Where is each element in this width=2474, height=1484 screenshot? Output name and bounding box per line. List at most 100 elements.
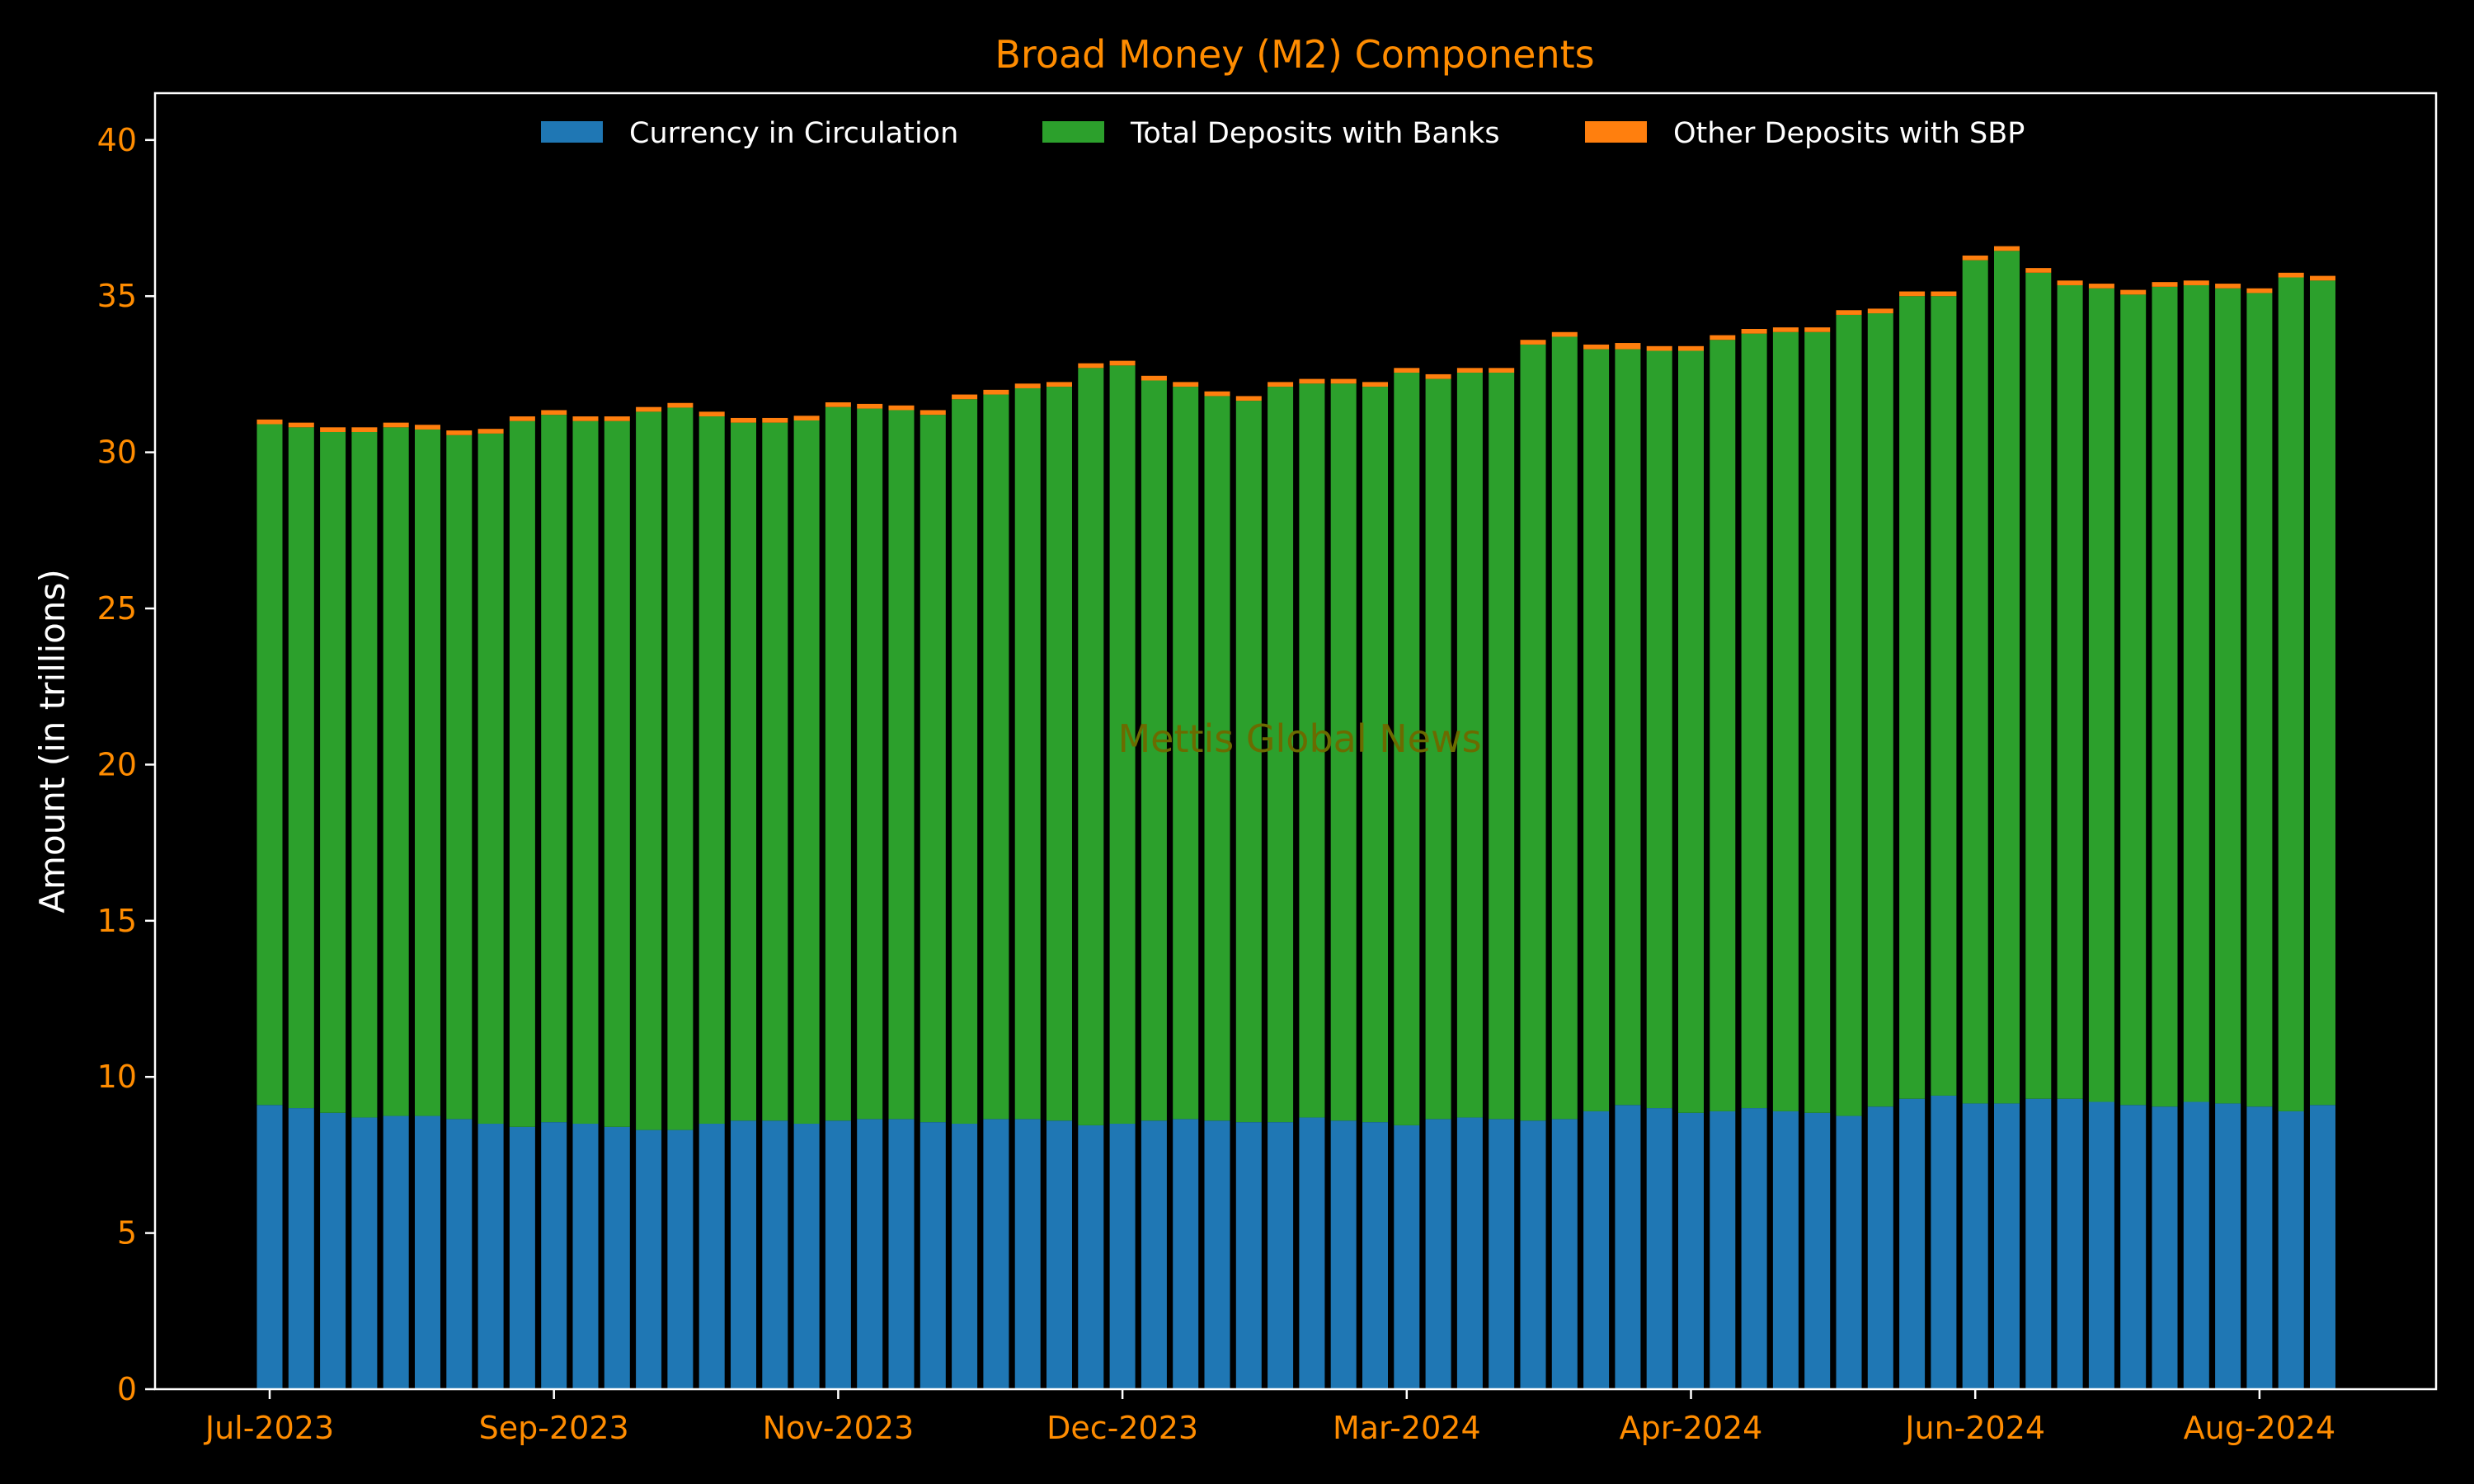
x-tick-label-54: Jun-2024: [1903, 1410, 2045, 1446]
bar-segment-s1-16: [762, 422, 788, 1121]
bar-segment-s1-57: [2057, 284, 2083, 1099]
bar-segment-s2-63: [2246, 288, 2273, 294]
bar-segment-s0-50: [1836, 1115, 1862, 1389]
bar-segment-s2-14: [698, 411, 725, 417]
bar-segment-s0-22: [952, 1124, 978, 1389]
bar-segment-s0-45: [1678, 1112, 1704, 1389]
bar-segment-s2-4: [383, 422, 409, 428]
bar-segment-s1-39: [1489, 373, 1515, 1120]
bar-segment-s2-57: [2057, 280, 2083, 285]
bar-segment-s1-9: [541, 415, 567, 1123]
bar-segment-s2-53: [1931, 291, 1957, 297]
bar-segment-s0-28: [1141, 1120, 1167, 1389]
bar-segment-s1-35: [1362, 387, 1388, 1123]
y-tick-label-0: 0: [117, 1371, 137, 1407]
x-tick-label-63: Aug-2024: [2184, 1410, 2336, 1446]
bar-segment-s2-1: [288, 422, 314, 428]
bar-segment-s1-53: [1931, 296, 1957, 1096]
bar-segment-s2-26: [1078, 363, 1104, 369]
bar-segment-s2-58: [2088, 284, 2114, 289]
bar-segment-s2-31: [1235, 396, 1262, 402]
bar-segment-s1-0: [256, 424, 283, 1106]
bar-segment-s2-48: [1772, 327, 1799, 332]
bar-segment-s0-9: [541, 1122, 567, 1389]
bar-segment-s2-33: [1299, 378, 1325, 384]
bar-segment-s0-20: [888, 1119, 915, 1389]
bar-segment-s2-36: [1394, 368, 1420, 373]
legend: Currency in Circulation Total Deposits wi…: [541, 117, 2025, 150]
bar-segment-s2-37: [1425, 373, 1451, 379]
y-tick-label-10: 10: [97, 1059, 137, 1095]
bar-segment-s2-25: [1047, 382, 1072, 387]
bar-segment-s1-15: [731, 422, 756, 1121]
bar-segment-s2-17: [793, 416, 820, 420]
bar-segment-s0-40: [1520, 1120, 1546, 1389]
bar-segment-s1-47: [1741, 333, 1767, 1109]
bar-segment-s2-7: [477, 429, 504, 434]
bar-segment-s1-62: [2215, 288, 2241, 1104]
bar-segment-s0-32: [1268, 1122, 1294, 1389]
bar-segment-s0-3: [351, 1117, 378, 1389]
bar-stacks: [256, 246, 2335, 1389]
bar-segment-s0-12: [636, 1129, 662, 1389]
bar-segment-s1-56: [2025, 272, 2052, 1099]
bar-segment-s1-58: [2088, 288, 2114, 1102]
bar-segment-s1-64: [2278, 277, 2304, 1111]
bar-segment-s2-64: [2278, 272, 2304, 278]
bar-segment-s1-46: [1710, 340, 1736, 1111]
x-tick-label-9: Sep-2023: [479, 1410, 629, 1446]
legend-label-0: Currency in Circulation: [629, 117, 958, 150]
bar-segment-s1-37: [1425, 378, 1451, 1120]
bar-segment-s0-37: [1425, 1119, 1451, 1389]
bar-segment-s2-3: [351, 427, 378, 432]
y-tick-label-30: 30: [97, 434, 137, 471]
bar-segment-s0-62: [2215, 1103, 2241, 1389]
bar-segment-s2-15: [731, 417, 756, 423]
bar-segment-s0-15: [731, 1120, 756, 1389]
bar-segment-s2-62: [2215, 284, 2241, 289]
bar-segment-s2-61: [2183, 280, 2209, 285]
bar-segment-s0-39: [1489, 1119, 1515, 1389]
legend-label-1: Total Deposits with Banks: [1130, 117, 1500, 150]
bar-segment-s1-22: [952, 399, 978, 1125]
bar-segment-s0-57: [2057, 1098, 2083, 1389]
bar-segment-s1-25: [1047, 387, 1072, 1121]
bar-segment-s1-21: [920, 415, 946, 1123]
legend-swatch-1: [1042, 121, 1104, 143]
bar-segment-s2-65: [2310, 275, 2335, 281]
bar-segment-s2-35: [1362, 382, 1388, 387]
bar-segment-s0-54: [1962, 1103, 1988, 1389]
x-tick-label-27: Dec-2023: [1047, 1410, 1198, 1446]
bar-segment-s2-11: [604, 416, 630, 421]
bar-segment-s0-16: [762, 1120, 788, 1389]
watermark: Mettis Global News: [1117, 716, 1481, 761]
bar-segment-s1-23: [983, 394, 1009, 1120]
bar-segment-s1-38: [1456, 373, 1483, 1118]
y-tick-label-15: 15: [97, 903, 137, 939]
bar-segment-s1-10: [572, 420, 599, 1125]
bar-segment-s1-55: [1994, 251, 2020, 1104]
y-axis-label: Amount (in trillions): [32, 569, 73, 913]
bar-segment-s1-13: [667, 407, 694, 1130]
bar-segment-s1-51: [1867, 313, 1893, 1107]
bar-segment-s2-46: [1710, 335, 1736, 340]
bar-segment-s2-12: [636, 406, 662, 412]
bar-segment-s0-60: [2152, 1106, 2178, 1389]
y-tick-label-35: 35: [97, 278, 137, 314]
bar-segment-s0-42: [1583, 1111, 1610, 1389]
bar-segment-s0-36: [1394, 1125, 1420, 1389]
bar-segment-s0-61: [2183, 1101, 2209, 1389]
bar-segment-s2-20: [888, 405, 915, 411]
bar-segment-s1-1: [288, 427, 314, 1109]
bar-segment-s0-26: [1078, 1125, 1104, 1389]
bar-segment-s1-18: [825, 406, 851, 1121]
y-tick-label-20: 20: [97, 746, 137, 782]
bar-segment-s1-45: [1678, 350, 1704, 1113]
bar-segment-s1-30: [1204, 396, 1230, 1121]
bar-segment-s1-14: [698, 416, 725, 1125]
bar-segment-s2-43: [1615, 343, 1641, 350]
bar-segment-s0-17: [793, 1124, 820, 1389]
bar-segment-s0-59: [2120, 1105, 2147, 1389]
bar-segment-s2-29: [1173, 382, 1199, 387]
